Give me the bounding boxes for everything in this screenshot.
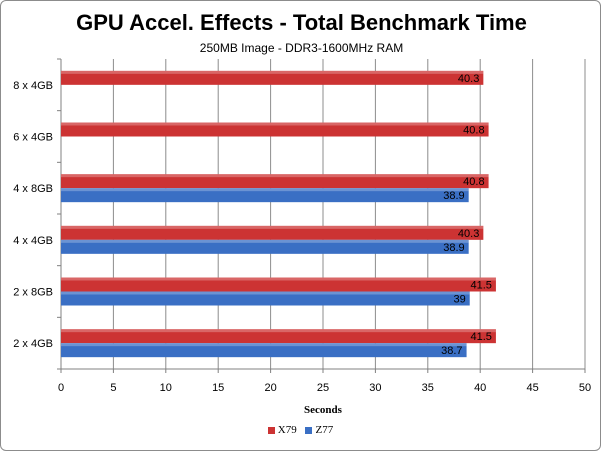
bar-x79 bbox=[61, 225, 484, 240]
bar-highlight bbox=[61, 329, 496, 333]
y-tick-label: 4 x 8GB bbox=[13, 183, 53, 195]
x-tick-label: 40 bbox=[474, 382, 486, 394]
bar-z77 bbox=[61, 343, 467, 358]
chart-subtitle: 250MB Image - DDR3-1600MHz RAM bbox=[199, 41, 404, 55]
bar-highlight bbox=[61, 343, 467, 347]
x-tick-label: 0 bbox=[58, 382, 64, 394]
legend-item-x79: X79 bbox=[267, 424, 297, 436]
y-tick-label: 4 x 4GB bbox=[13, 235, 53, 247]
x-tick-label: 20 bbox=[264, 382, 276, 394]
data-label-z77: 39 bbox=[453, 294, 465, 306]
data-label-x79: 40.3 bbox=[458, 228, 479, 240]
bar-highlight bbox=[61, 174, 489, 178]
bar-highlight bbox=[61, 239, 469, 243]
bar-highlight bbox=[61, 122, 489, 126]
x-tick-label: 35 bbox=[422, 382, 434, 394]
x-axis-title: Seconds bbox=[304, 404, 342, 416]
x-tick-label: 10 bbox=[160, 382, 172, 394]
legend-label-z77: Z77 bbox=[315, 424, 334, 436]
bar-highlight bbox=[61, 70, 484, 74]
data-label-x79: 40.3 bbox=[458, 73, 479, 85]
bar-z77 bbox=[61, 291, 470, 306]
y-tick-label: 6 x 4GB bbox=[13, 132, 53, 144]
bar-x79 bbox=[61, 277, 496, 292]
legend: X79 Z77 bbox=[0, 424, 601, 437]
bar-x79 bbox=[61, 122, 489, 137]
bar-highlight bbox=[61, 277, 496, 281]
data-label-z77: 38.9 bbox=[443, 190, 464, 202]
data-label-x79: 40.8 bbox=[463, 125, 484, 137]
bar-z77 bbox=[61, 239, 469, 254]
data-label-z77: 38.7 bbox=[441, 345, 462, 357]
y-tick-label: 2 x 4GB bbox=[13, 338, 53, 350]
bar-x79 bbox=[61, 70, 484, 85]
bar-highlight bbox=[61, 225, 484, 229]
x-tick-label: 5 bbox=[110, 382, 116, 394]
chart-title: GPU Accel. Effects - Total Benchmark Tim… bbox=[76, 10, 527, 35]
bar-z77 bbox=[61, 188, 469, 203]
legend-swatch-z77 bbox=[305, 426, 313, 434]
data-label-x79: 41.5 bbox=[470, 280, 491, 292]
x-tick-label: 25 bbox=[317, 382, 329, 394]
data-label-x79: 41.5 bbox=[470, 331, 491, 343]
legend-item-z77: Z77 bbox=[305, 424, 333, 436]
x-tick-label: 15 bbox=[212, 382, 224, 394]
legend-swatch-x79 bbox=[267, 426, 275, 434]
bar-highlight bbox=[61, 188, 469, 192]
bar-x79 bbox=[61, 329, 496, 344]
legend-label-x79: X79 bbox=[277, 424, 297, 436]
data-label-x79: 40.8 bbox=[463, 176, 484, 188]
bar-x79 bbox=[61, 174, 489, 189]
x-tick-label: 30 bbox=[369, 382, 381, 394]
y-tick-label: 8 x 4GB bbox=[13, 80, 53, 92]
x-tick-label: 50 bbox=[579, 382, 591, 394]
x-tick-label: 45 bbox=[526, 382, 538, 394]
data-label-z77: 38.9 bbox=[443, 242, 464, 254]
y-tick-label: 2 x 8GB bbox=[13, 287, 53, 299]
bar-highlight bbox=[61, 291, 470, 295]
